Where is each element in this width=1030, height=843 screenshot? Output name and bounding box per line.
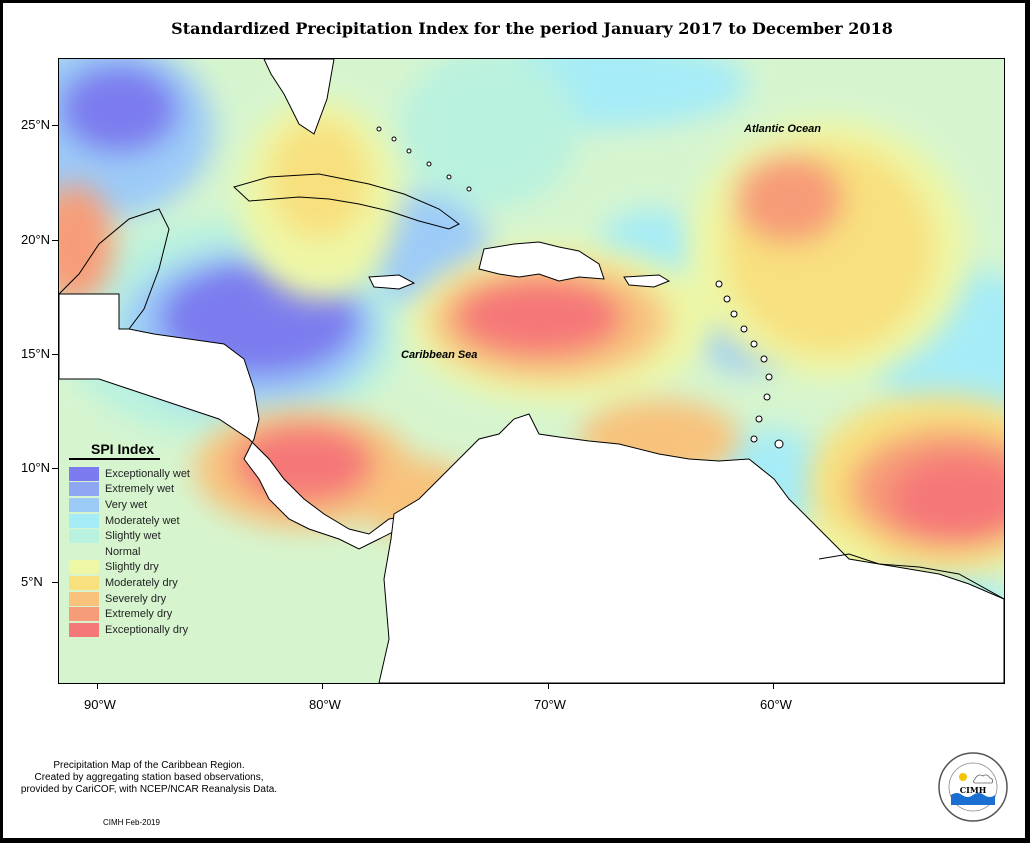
legend-item: Moderately dry	[69, 575, 190, 591]
y-tick-label: 15°N	[21, 346, 51, 361]
legend-swatch	[69, 622, 99, 637]
legend-label: Extremely dry	[105, 608, 173, 621]
lesser-antilles	[376, 126, 784, 449]
legend-swatch	[69, 560, 99, 575]
x-tick-mark	[548, 683, 549, 689]
legend-swatch	[69, 513, 99, 528]
spi-map-canvas	[59, 59, 1004, 683]
legend-label: Exceptionally dry	[105, 623, 189, 636]
credits-line-2: Created by aggregating station based obs…	[34, 772, 264, 783]
legend-swatch	[69, 544, 99, 559]
y-tick-label: 20°N	[21, 232, 51, 247]
cloud-icon	[973, 774, 994, 784]
legend-title: SPI Index	[69, 441, 161, 460]
x-tick-mark	[322, 683, 323, 689]
x-tick-label: 70°W	[534, 697, 566, 712]
legend-item: Moderately wet	[69, 513, 190, 529]
legend-swatch	[69, 482, 99, 497]
y-tick-mark	[52, 582, 58, 583]
x-tick-label: 90°W	[84, 697, 116, 712]
legend-label: Severely dry	[105, 592, 167, 605]
legend-label: Moderately wet	[105, 514, 180, 527]
logo-text: CIMH	[960, 785, 987, 795]
legend-item: Normal	[69, 544, 190, 560]
land-masses	[59, 59, 1004, 683]
y-tick-label: 25°N	[21, 117, 51, 132]
wave-icon	[951, 793, 995, 805]
spi-map: Atlantic Ocean Caribbean Sea	[58, 58, 1005, 684]
y-tick-mark	[52, 240, 58, 241]
legend-swatch	[69, 529, 99, 544]
legend-swatch	[69, 591, 99, 606]
legend-label: Extremely wet	[105, 483, 175, 496]
figure-frame: Standardized Precipitation Index for the…	[3, 3, 1025, 838]
x-tick-label: 80°W	[309, 697, 341, 712]
legend-label: Slightly wet	[105, 530, 161, 543]
credits-line-1: Precipitation Map of the Caribbean Regio…	[53, 760, 245, 771]
legend-label: Very wet	[105, 498, 148, 511]
map-title: Standardized Precipitation Index for the…	[171, 19, 893, 38]
x-tick-mark	[97, 683, 98, 689]
x-tick-label: 60°W	[760, 697, 792, 712]
legend-item: Extremely dry	[69, 606, 190, 622]
legend-rows: Exceptionally wet Extremely wet Very wet Mo…	[69, 466, 190, 638]
legend-item: Exceptionally wet	[69, 466, 190, 482]
sun-icon	[959, 773, 967, 781]
legend-item: Exceptionally dry	[69, 622, 190, 638]
legend-swatch	[69, 497, 99, 512]
legend-swatch	[69, 575, 99, 590]
y-tick-mark	[52, 468, 58, 469]
legend-item: Slightly dry	[69, 560, 190, 576]
caribbean-label: Caribbean Sea	[401, 349, 478, 361]
y-tick-mark	[52, 354, 58, 355]
y-tick-label: 5°N	[21, 574, 43, 589]
legend-label: Exceptionally wet	[105, 467, 190, 480]
legend-swatch	[69, 607, 99, 622]
y-tick-mark	[52, 125, 58, 126]
y-tick-label: 10°N	[21, 460, 51, 475]
cimh-logo: CIMH	[938, 752, 1008, 822]
legend-item: Severely dry	[69, 591, 190, 607]
legend-item: Extremely wet	[69, 482, 190, 498]
date-stamp: CIMH Feb-2019	[103, 818, 160, 827]
credits: Precipitation Map of the Caribbean Regio…	[15, 760, 283, 796]
legend-label: Normal	[105, 545, 141, 558]
spi-legend: SPI Index Exceptionally wet Extremely wet…	[69, 441, 190, 638]
credits-line-3: provided by CariCOF, with NCEP/NCAR Rean…	[20, 784, 278, 795]
legend-item: Slightly wet	[69, 528, 190, 544]
legend-label: Moderately dry	[105, 576, 178, 589]
atlantic-label: Atlantic Ocean	[744, 123, 822, 135]
legend-item: Very wet	[69, 497, 190, 513]
legend-swatch	[69, 466, 99, 481]
legend-label: Slightly dry	[105, 561, 159, 574]
x-tick-mark	[773, 683, 774, 689]
